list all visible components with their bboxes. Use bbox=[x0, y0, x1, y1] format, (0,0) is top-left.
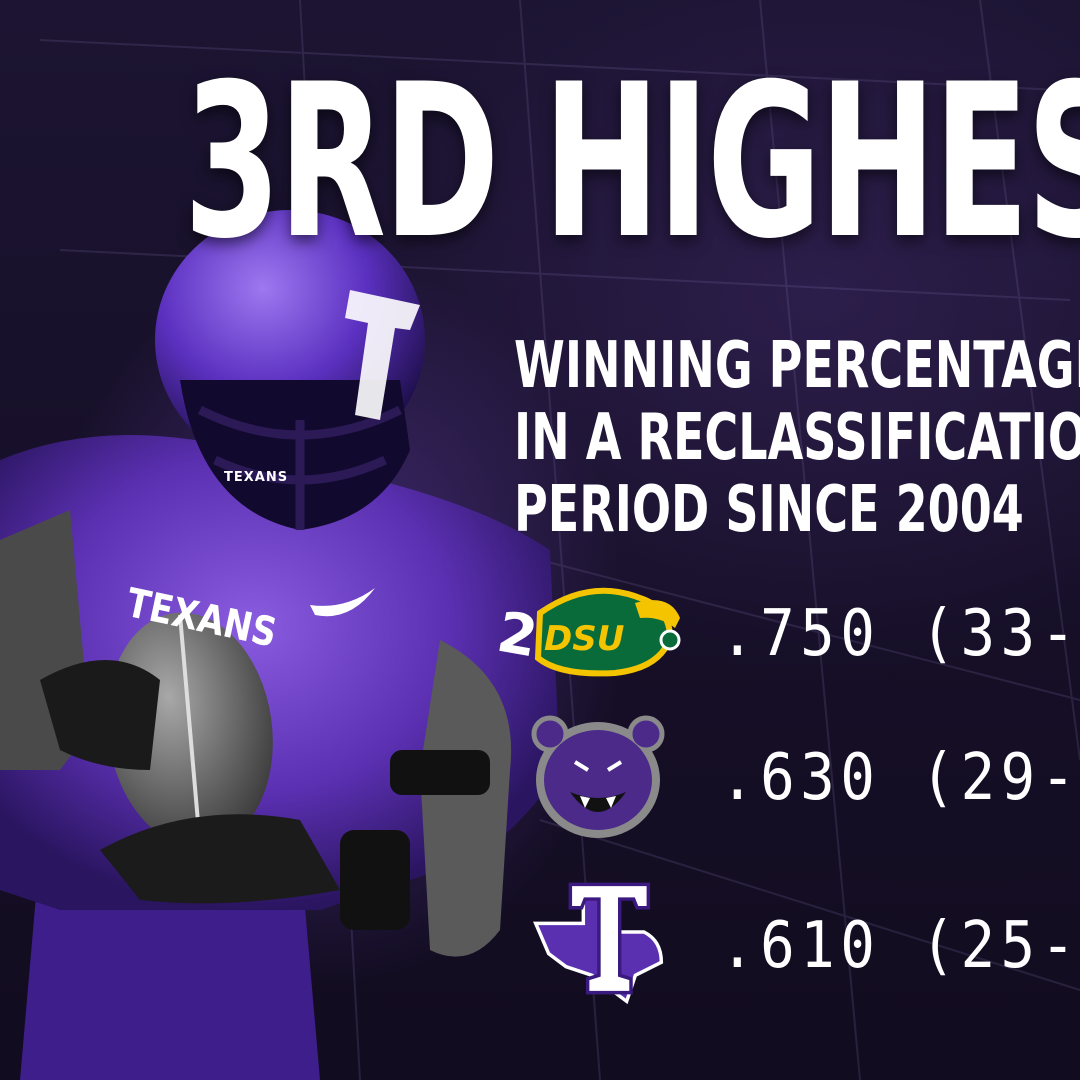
helmet-chin-text: TEXANS bbox=[224, 470, 289, 485]
headline: 3RD HIGHEST bbox=[183, 38, 1080, 285]
subtitle-line-3: PERIOD SINCE 2004 bbox=[514, 473, 1024, 547]
stat-row-central-arkansas: .630 (29-17) bbox=[520, 712, 1080, 842]
stat-row-ndsu: DSU .750 (33-11) bbox=[520, 568, 1080, 698]
subtitle-line-1: WINNING PERCENTAGE bbox=[514, 329, 1080, 403]
stat-value-tarleton: .610 (25-16) bbox=[720, 909, 1080, 983]
ndsu-bison-logo-icon: DSU bbox=[534, 587, 681, 677]
stat-value-central-arkansas: .630 (29-17) bbox=[720, 741, 1080, 815]
tarleton-t-logo-icon bbox=[533, 882, 664, 1005]
subtitle: WINNING PERCENTAGE IN A RECLASSIFICATION… bbox=[514, 329, 1080, 547]
football-player-illustration: 25 bbox=[0, 210, 581, 1080]
bear-logo-icon bbox=[531, 715, 665, 838]
subtitle-line-2: IN A RECLASSIFICATION bbox=[514, 401, 1080, 475]
ndsu-logo-text: DSU bbox=[544, 619, 624, 659]
stat-row-tarleton: .610 (25-16) bbox=[520, 880, 1080, 1010]
stat-value-ndsu: .750 (33-11) bbox=[720, 597, 1080, 671]
